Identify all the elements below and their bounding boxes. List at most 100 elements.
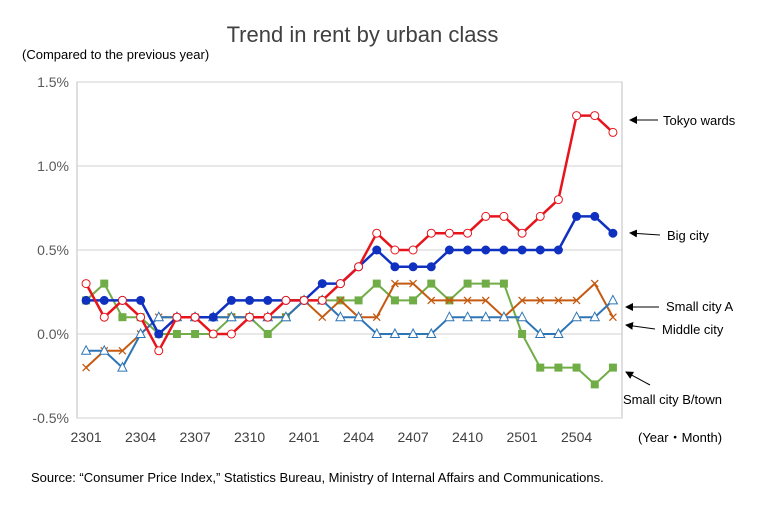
data-point	[444, 311, 455, 322]
x-tick-label: 2407	[398, 429, 429, 445]
x-tick-label: 2401	[289, 429, 320, 445]
data-point	[481, 211, 491, 221]
data-point	[408, 262, 418, 272]
data-point	[463, 245, 473, 255]
data-point	[534, 327, 546, 338]
source-note: Source: “Consumer Price Index,” Statisti…	[31, 470, 604, 485]
data-point	[81, 279, 91, 289]
data-point	[99, 295, 109, 305]
data-point	[499, 211, 509, 221]
data-point	[263, 330, 272, 338]
series-line	[84, 114, 614, 354]
data-point	[172, 330, 181, 338]
data-point	[481, 279, 490, 288]
data-point	[516, 311, 528, 322]
data-point	[317, 295, 327, 305]
series-label: Tokyo wards	[663, 113, 736, 128]
data-point	[536, 363, 545, 372]
label-arrow	[625, 371, 651, 386]
data-point	[390, 262, 400, 272]
data-point	[426, 262, 436, 272]
data-point	[245, 295, 255, 305]
data-point	[353, 311, 364, 322]
data-point	[590, 279, 599, 288]
data-point	[554, 363, 563, 372]
data-point	[153, 311, 165, 322]
data-point	[390, 296, 399, 305]
data-point	[608, 228, 618, 238]
data-point	[263, 295, 273, 305]
data-point	[372, 313, 381, 322]
data-point	[462, 311, 473, 322]
data-point	[408, 245, 418, 255]
label-layer: Tokyo wards Big city Small city A Middle ci…	[623, 113, 736, 407]
data-point	[426, 228, 436, 238]
x-tick-label: 2410	[452, 429, 483, 445]
data-point	[99, 312, 109, 322]
data-point	[589, 311, 601, 322]
data-point	[135, 327, 146, 338]
data-point	[318, 313, 327, 322]
data-point	[154, 346, 164, 356]
data-point	[445, 296, 454, 305]
data-point	[208, 312, 218, 322]
data-point	[299, 295, 309, 305]
data-point	[590, 380, 599, 389]
data-point	[336, 296, 345, 305]
data-point	[335, 311, 346, 322]
data-point	[100, 279, 109, 288]
data-point	[517, 245, 527, 255]
data-point	[463, 296, 472, 305]
data-point	[226, 311, 237, 322]
data-point	[98, 344, 110, 355]
data-point	[607, 294, 619, 305]
data-point	[118, 313, 127, 322]
data-point	[372, 245, 382, 255]
data-point	[226, 329, 236, 339]
data-point	[590, 211, 600, 221]
data-point	[481, 245, 491, 255]
data-point	[136, 295, 146, 305]
data-point	[572, 111, 582, 121]
data-point	[226, 295, 236, 305]
y-tick-label: 1.0%	[37, 158, 69, 174]
chart-subtitle: (Compared to the previous year)	[22, 47, 210, 62]
y-tick-label: 0.5%	[37, 242, 69, 258]
data-point	[553, 245, 563, 255]
data-point	[245, 312, 255, 322]
x-tick-label: 2301	[71, 429, 102, 445]
data-point	[371, 327, 383, 338]
y-tick-label: 0.0%	[37, 326, 69, 342]
y-tick-label: 1.5%	[37, 74, 69, 90]
data-point	[463, 279, 472, 288]
data-point	[463, 228, 473, 238]
data-point	[409, 296, 418, 305]
data-point	[572, 363, 581, 372]
data-point	[80, 344, 92, 355]
data-point	[281, 295, 291, 305]
x-axis-label: (Year・Month)	[638, 430, 722, 445]
data-point	[208, 329, 218, 339]
data-point	[190, 312, 200, 322]
data-point	[172, 312, 182, 322]
data-point	[390, 279, 399, 288]
data-point	[535, 245, 545, 255]
series-label: Small city B/town	[623, 392, 722, 407]
axis-layer: -0.5% 0.0% 0.5% 1.0% 1.5% 2301 2304 2307 2310 240…	[32, 74, 722, 445]
data-point	[136, 312, 146, 322]
data-point	[425, 327, 437, 338]
data-point	[444, 228, 454, 238]
data-point	[518, 296, 527, 305]
label-arrow	[629, 229, 661, 238]
data-point	[498, 311, 510, 322]
data-point	[407, 327, 419, 338]
series-label: Big city	[667, 228, 709, 243]
data-point	[372, 228, 382, 238]
data-point	[499, 245, 509, 255]
data-point	[572, 211, 582, 221]
data-point	[499, 279, 508, 288]
data-point	[354, 296, 363, 305]
data-point	[608, 127, 618, 137]
data-point	[444, 245, 454, 255]
